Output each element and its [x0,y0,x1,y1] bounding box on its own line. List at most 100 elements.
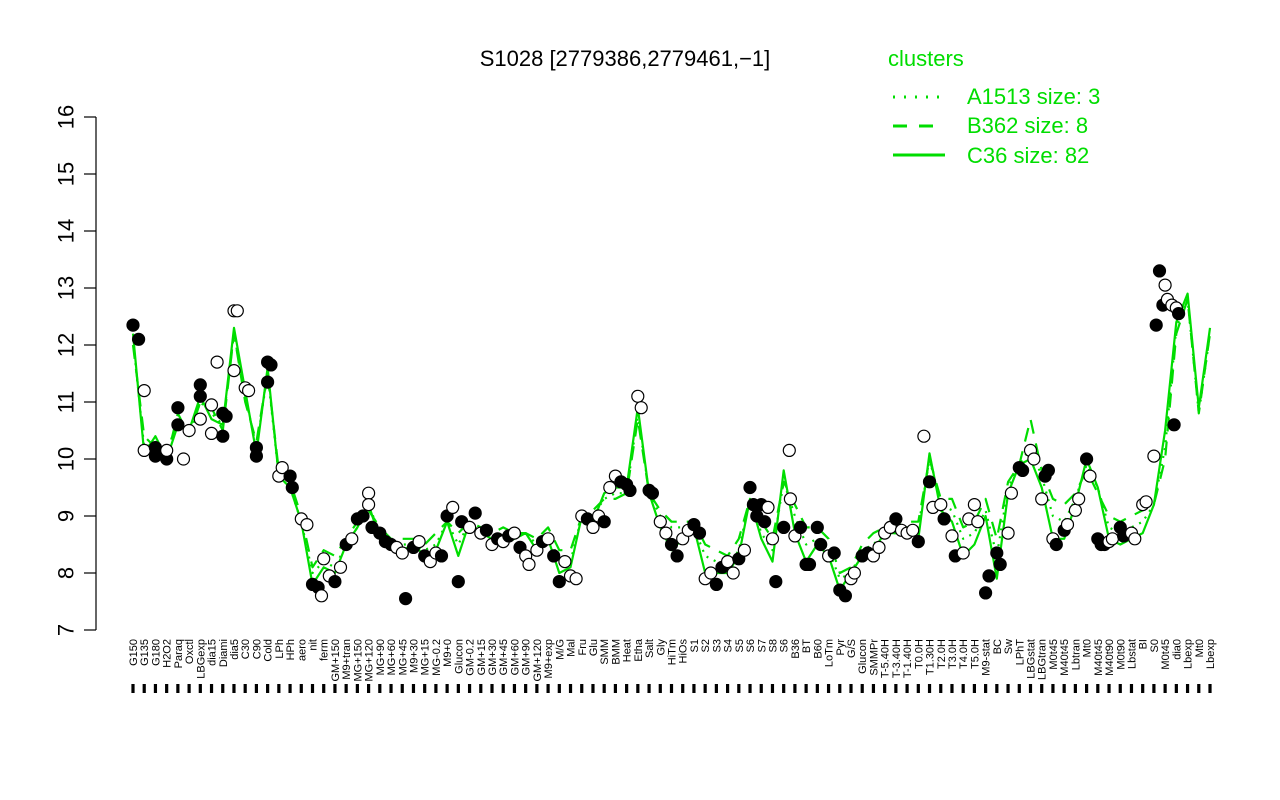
data-point [328,574,342,589]
x-tick-label: S5 [734,639,746,652]
data-point [720,554,735,569]
x-rug-mark [209,684,214,693]
data-point [783,492,798,506]
data-point [1083,469,1097,483]
x-tick-label: G135 [139,639,151,666]
x-tick-label: M0t90 [1115,639,1127,670]
x-rug-mark [916,684,920,693]
x-tick-label: Cold [263,639,275,662]
x-tick-label: T-3.40H [891,639,903,678]
x-rug-mark [939,684,943,693]
data-point [782,443,796,457]
x-rug-mark [479,684,483,693]
data-point [317,552,331,566]
y-tick-label: 13 [54,276,79,300]
x-tick-label: dia0 [1171,639,1183,660]
x-rug-mark [894,684,898,693]
data-point [847,566,862,580]
x-rug-mark [1096,684,1100,693]
x-rug-mark [355,684,359,693]
x-rug-mark [815,684,819,693]
x-tick-label: MG-0.2 [431,639,443,676]
data-point [906,523,920,537]
data-point [1015,463,1030,477]
x-rug-mark [524,684,528,693]
x-tick-label: SMM [599,639,611,665]
data-points [126,264,1186,606]
data-point [412,534,426,549]
x-rug-mark [714,684,718,693]
x-tick-label: T-5.40H [880,639,892,678]
data-point [1128,532,1142,546]
x-rug-mark [692,684,696,693]
data-point [709,577,724,592]
x-tick-label: BC [992,639,1004,654]
x-rug-mark [322,684,326,693]
x-rug-mark [669,684,674,693]
data-point [507,526,522,540]
x-rug-mark [400,684,404,693]
x-tick-label: MG+45 [397,639,409,675]
x-rug-mark [1129,684,1134,693]
x-tick-label: M9+exp [543,639,555,678]
data-point [586,520,600,535]
x-tick-label: M9-stat [981,639,993,676]
x-rug-mark [1051,684,1055,693]
x-rug-mark [512,684,517,693]
data-point [219,409,233,423]
x-tick-label: S6 [779,639,791,652]
x-tick-label: Etha [633,638,645,662]
x-rug-mark [434,684,438,693]
data-point [285,480,299,495]
x-rug-mark [871,684,876,693]
data-point [1060,517,1075,532]
data-point [645,486,660,500]
x-rug-mark [927,684,932,693]
x-tick-label: Glucon [857,639,869,674]
data-point [597,515,611,529]
data-point [216,429,230,443]
x-rug-mark [1017,684,1021,693]
x-rug-mark [288,684,292,693]
x-rug-mark [557,684,561,693]
x-rug-mark [826,684,831,693]
data-point [569,572,583,586]
x-tick-label: BMM [610,639,622,665]
x-rug-mark [860,684,864,693]
x-rug-mark [142,684,146,693]
data-point [982,569,996,583]
x-tick-label: aero [296,639,308,661]
x-tick-label: M9+30 [408,639,420,673]
x-tick-label: Glucon [453,639,465,674]
x-rug-mark [793,684,797,693]
x-tick-label: GM+15 [476,639,488,675]
data-point [631,389,645,403]
x-rug-mark [580,684,584,693]
data-point [956,546,970,560]
x-rug-mark [490,684,494,693]
data-point [362,486,376,500]
x-rug-mark [165,684,169,693]
data-point [993,557,1007,572]
x-rug-mark [176,684,180,693]
x-rug-mark [838,684,842,693]
x-tick-label: S6 [745,639,757,652]
data-point [193,389,207,403]
x-rug-mark [568,684,573,693]
x-tick-label: dia5 [229,639,241,660]
x-rug-mark [1073,684,1077,693]
data-point [552,574,566,589]
data-point [261,375,275,389]
data-point [1004,486,1019,500]
x-tick-label: GM+120 [532,639,544,682]
x-rug-mark [1118,684,1122,693]
x-rug-mark [1040,684,1044,693]
x-tick-label: MG+15 [420,639,432,675]
x-rug-mark [378,684,382,693]
x-tick-label: S1 [689,639,701,652]
x-tick-label: Lbexp [1183,639,1195,669]
x-tick-label: Diami [218,639,230,667]
data-point [1027,452,1041,466]
x-rug-mark [602,684,606,693]
